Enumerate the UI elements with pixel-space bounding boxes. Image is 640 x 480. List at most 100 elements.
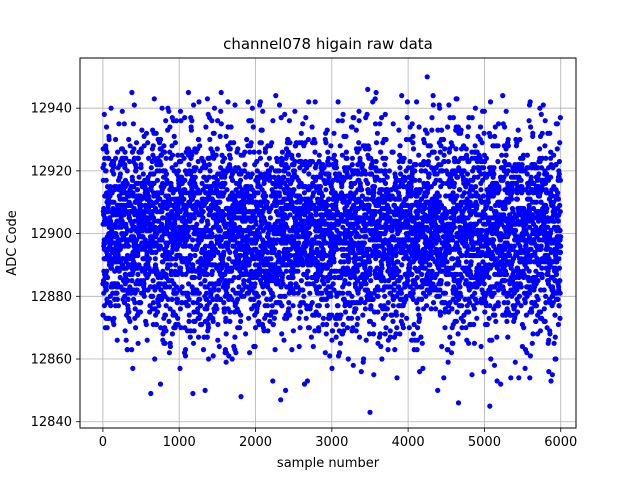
data-point xyxy=(420,365,426,371)
data-point xyxy=(304,274,310,281)
data-point xyxy=(416,124,422,130)
data-point xyxy=(406,325,412,331)
data-point xyxy=(471,306,478,312)
data-point xyxy=(382,293,388,299)
data-point xyxy=(169,296,175,302)
data-point xyxy=(125,296,131,302)
data-point xyxy=(277,193,283,199)
data-point xyxy=(211,105,218,111)
data-point xyxy=(287,212,293,218)
data-point xyxy=(474,202,480,208)
data-point xyxy=(163,118,169,124)
data-point xyxy=(349,124,355,130)
data-point xyxy=(469,115,475,121)
data-point xyxy=(130,121,136,127)
data-point xyxy=(469,372,475,378)
data-point xyxy=(182,115,188,121)
data-point xyxy=(471,321,477,328)
data-point xyxy=(375,309,381,315)
data-point xyxy=(152,256,158,262)
data-point xyxy=(206,162,212,168)
data-point xyxy=(153,249,159,255)
data-point xyxy=(356,108,362,114)
data-point xyxy=(106,252,112,259)
data-point xyxy=(270,118,276,124)
data-point xyxy=(410,331,417,337)
data-point xyxy=(378,149,384,155)
data-point xyxy=(210,353,216,359)
data-point xyxy=(158,162,164,168)
data-point xyxy=(339,118,345,124)
data-point xyxy=(471,340,477,346)
data-point xyxy=(252,343,258,350)
data-point xyxy=(260,108,266,114)
data-point xyxy=(205,325,212,331)
data-point xyxy=(343,149,349,155)
data-point xyxy=(265,303,271,309)
data-point xyxy=(218,108,224,114)
data-point xyxy=(333,334,339,340)
data-point xyxy=(370,296,376,302)
data-point xyxy=(163,328,169,334)
data-point xyxy=(409,271,415,277)
data-point xyxy=(340,321,346,328)
data-point xyxy=(103,281,109,287)
data-point xyxy=(241,278,247,284)
data-point xyxy=(303,115,309,121)
data-point xyxy=(454,193,460,199)
data-point xyxy=(424,130,430,136)
data-point xyxy=(296,240,302,246)
data-point xyxy=(320,315,326,321)
data-point xyxy=(121,121,127,127)
data-point xyxy=(410,290,416,296)
data-point xyxy=(459,303,465,309)
data-point xyxy=(324,127,330,133)
data-point xyxy=(353,127,359,133)
data-point xyxy=(178,265,184,271)
data-point xyxy=(200,347,207,353)
data-point xyxy=(137,309,143,315)
data-point xyxy=(466,340,472,346)
data-point xyxy=(390,318,396,324)
data-point xyxy=(334,246,340,252)
data-point xyxy=(303,315,309,321)
data-point xyxy=(377,121,383,127)
data-point xyxy=(379,356,385,362)
data-point xyxy=(222,180,228,186)
data-point xyxy=(106,315,112,321)
data-point xyxy=(358,369,364,375)
data-point xyxy=(396,268,402,274)
data-point xyxy=(373,158,379,165)
data-point xyxy=(158,325,164,331)
data-point xyxy=(148,165,154,171)
data-point xyxy=(386,168,392,174)
data-point xyxy=(458,127,464,133)
data-point xyxy=(167,284,173,290)
data-point xyxy=(248,140,254,146)
data-point xyxy=(407,158,413,165)
data-point xyxy=(223,359,229,365)
data-point xyxy=(449,306,455,312)
data-point xyxy=(457,284,463,290)
data-point xyxy=(198,303,204,309)
data-point xyxy=(162,340,168,346)
data-point xyxy=(114,290,120,296)
data-point xyxy=(328,143,334,149)
data-point xyxy=(424,303,430,309)
data-point xyxy=(152,356,158,362)
data-point xyxy=(282,111,288,117)
data-point xyxy=(139,196,145,202)
data-point xyxy=(384,306,390,312)
data-point xyxy=(356,334,363,340)
data-point xyxy=(331,152,337,158)
data-point xyxy=(409,121,415,127)
data-point xyxy=(371,190,377,196)
data-point xyxy=(308,334,314,340)
data-point xyxy=(197,143,203,149)
data-point xyxy=(162,199,168,205)
data-point xyxy=(191,328,197,334)
data-point xyxy=(290,303,296,309)
data-point xyxy=(327,353,333,359)
data-point xyxy=(153,130,159,136)
